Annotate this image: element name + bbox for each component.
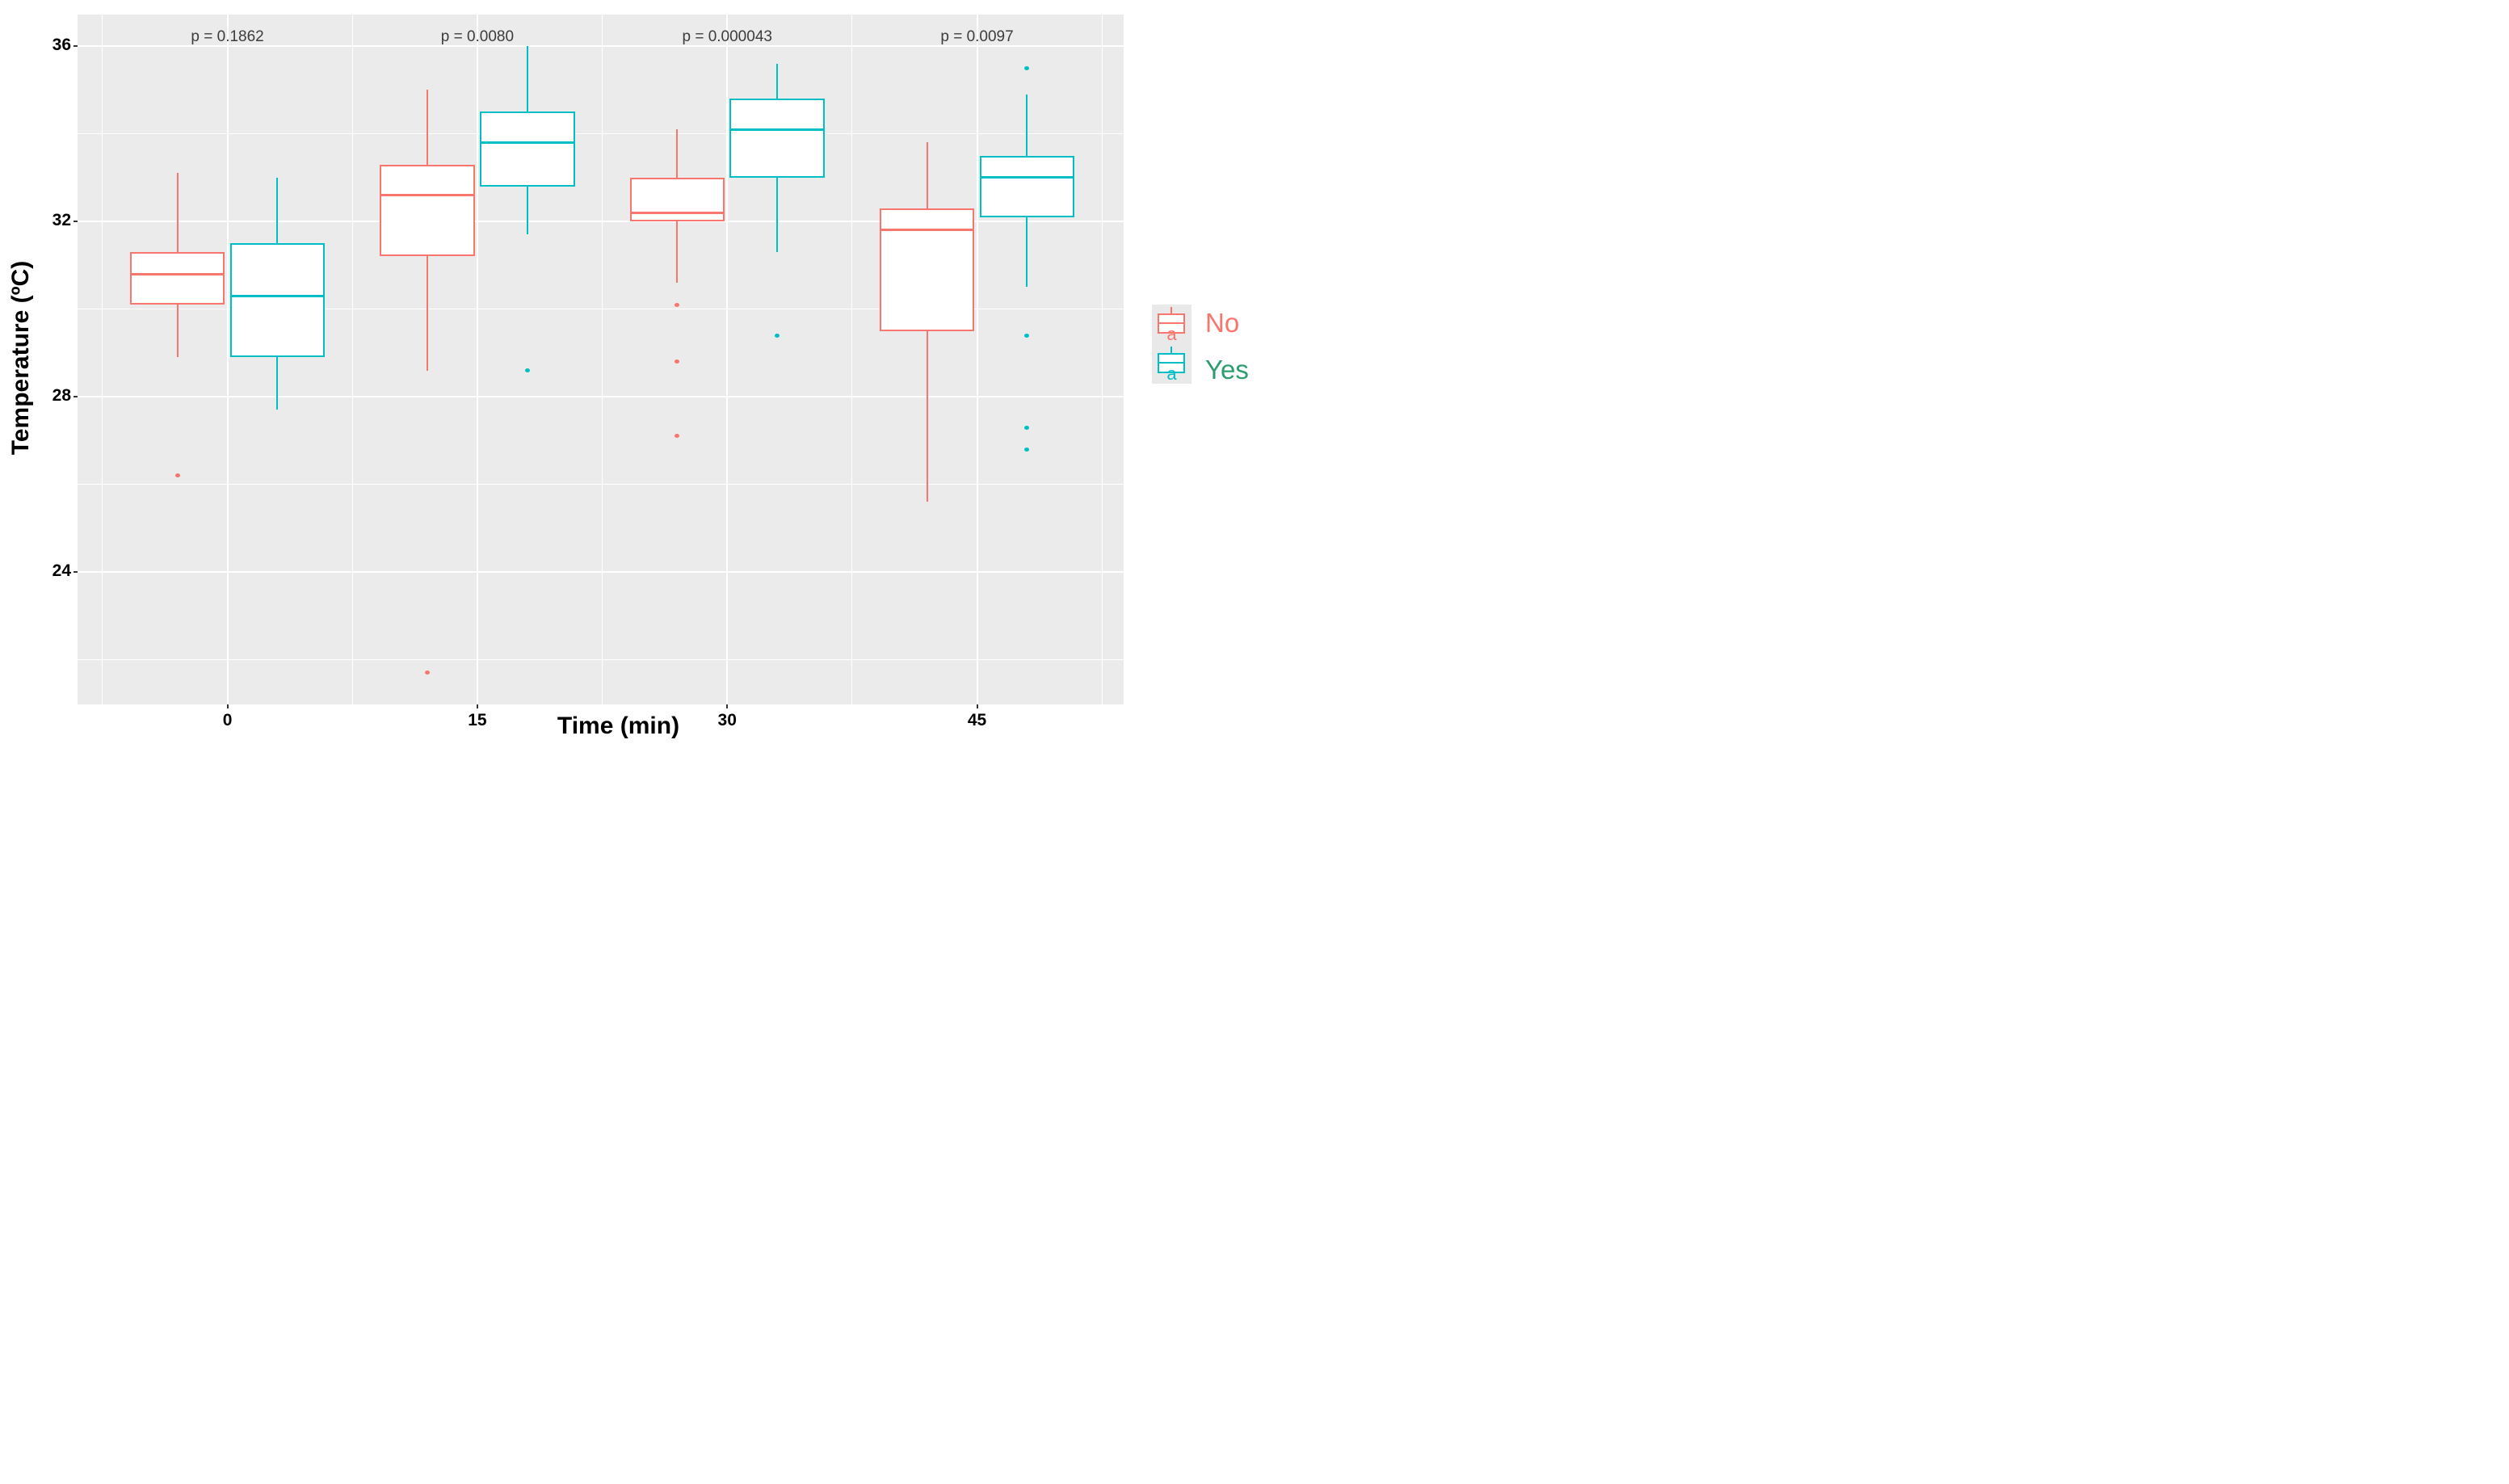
box-no-t15-median (381, 194, 473, 197)
legend-key-letter: a (1166, 324, 1177, 344)
box-yes-t30-outlier (775, 333, 780, 338)
gridline-x-major (226, 15, 229, 704)
box-yes-t30-median (731, 128, 823, 131)
y-tick-label: 24 (52, 561, 71, 581)
box-yes-t30 (729, 99, 825, 178)
gridline-x-minor (602, 15, 603, 704)
gridline-x-major (726, 15, 729, 704)
box-yes-t0-median (231, 294, 324, 297)
gridline-y-minor (78, 133, 1124, 135)
y-tick-label: 36 (52, 36, 71, 55)
box-yes-t15 (479, 111, 575, 187)
legend-key-yes-boxplot-icon: a (1152, 344, 1191, 384)
box-yes-t15-median (481, 141, 574, 144)
box-yes-t15-outlier (524, 368, 530, 373)
x-tick-label: 30 (717, 711, 737, 729)
y-tickmark (74, 396, 78, 398)
box-yes-t45-outlier (1024, 425, 1030, 430)
legend-label-no: No (1205, 308, 1240, 338)
box-no-t15-outlier (425, 671, 431, 675)
legend-key-whisker (1170, 307, 1172, 314)
box-yes-t45 (979, 155, 1075, 217)
box-no-t30 (629, 177, 725, 222)
gridline-x-minor (351, 15, 353, 704)
x-tickmark (476, 704, 478, 708)
gridline-x-major (976, 15, 978, 704)
gridline-y-minor (78, 484, 1124, 486)
box-no-t30-outlier (675, 359, 680, 364)
box-yes-t45-outlier (1024, 65, 1030, 70)
gridline-x-major (476, 15, 478, 704)
x-tick-label: 15 (468, 711, 487, 729)
gridline-y-major (78, 45, 1124, 48)
gridline-x-minor (1101, 15, 1103, 704)
y-tickmark (74, 221, 78, 223)
box-yes-t0 (229, 243, 326, 358)
box-no-t15 (380, 164, 475, 257)
x-tickmark (226, 704, 229, 708)
box-no-t30-outlier (675, 434, 680, 439)
y-axis-title: Temperature (ºC) (7, 260, 34, 456)
legend-label-yes: Yes (1205, 355, 1249, 385)
x-tick-label: 45 (967, 711, 987, 729)
gridline-y-minor (78, 659, 1124, 661)
p-value-label: p = 0.1862 (191, 28, 264, 46)
box-no-t45 (879, 208, 975, 331)
x-tickmark (726, 704, 729, 708)
box-yes-t45-outlier (1024, 447, 1030, 452)
box-yes-t45-outlier (1024, 333, 1030, 338)
p-value-label: p = 0.000043 (682, 28, 772, 46)
boxplot-figure: p = 0.1862 p = 0.0080 p = 0.000043 p = 0.00… (0, 0, 1254, 742)
y-tickmark (74, 571, 78, 574)
box-yes-t45-median (981, 176, 1074, 179)
plot-panel: p = 0.1862 p = 0.0080 p = 0.000043 p = 0.00… (78, 15, 1124, 704)
legend-key-median (1159, 362, 1183, 364)
legend-key-letter: a (1166, 364, 1177, 384)
gridline-y-major (78, 396, 1124, 398)
gridline-x-minor (102, 15, 103, 704)
x-axis-title: Time (min) (557, 713, 680, 739)
x-tick-label: 0 (222, 711, 233, 729)
y-tickmark (74, 45, 78, 48)
gridline-x-minor (851, 15, 853, 704)
box-no-t0-median (131, 272, 224, 275)
p-value-label: p = 0.0080 (440, 28, 515, 46)
x-tickmark (976, 704, 978, 708)
gridline-y-major (78, 221, 1124, 223)
legend-key-median (1159, 322, 1183, 324)
y-tick-label: 32 (52, 211, 71, 230)
y-tick-label: 28 (52, 386, 71, 406)
box-no-t0-outlier (174, 473, 180, 478)
box-no-t30-outlier (675, 302, 680, 307)
gridline-y-major (78, 571, 1124, 574)
box-no-t30-median (631, 211, 724, 214)
box-no-t0 (129, 252, 225, 305)
legend-key-no-boxplot-icon: a (1152, 305, 1191, 344)
legend-key-whisker (1170, 347, 1172, 354)
p-value-label: p = 0.0097 (940, 28, 1014, 46)
box-no-t45-median (880, 229, 973, 232)
